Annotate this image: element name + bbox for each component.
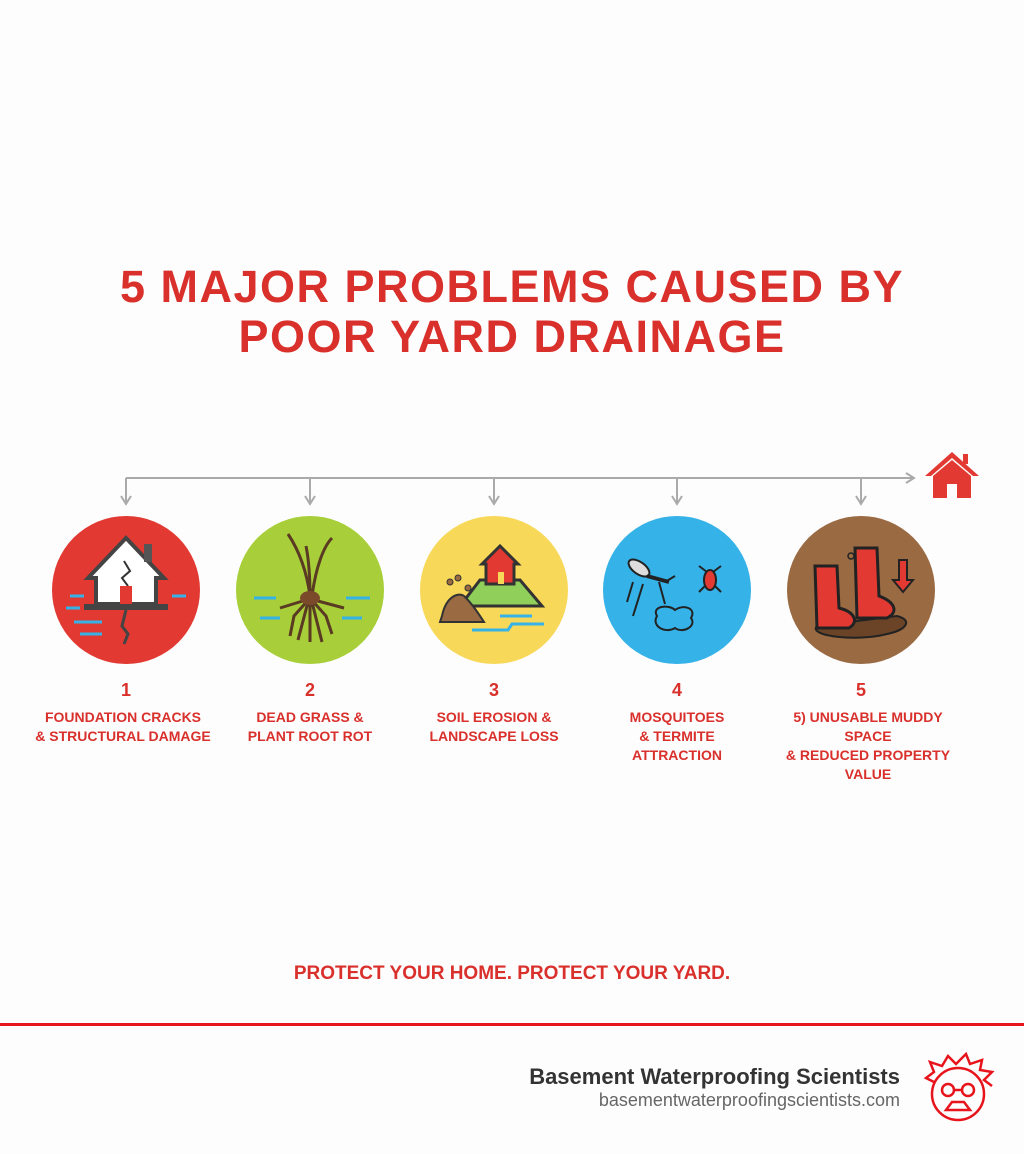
problem-label-line: & TERMITE	[639, 728, 715, 744]
title-line-2: POOR YARD DRAINAGE	[238, 311, 786, 362]
problem-label: DEAD GRASS & PLANT ROOT ROT	[215, 708, 405, 746]
brand-block: Basement Waterproofing Scientists baseme…	[529, 1064, 900, 1111]
problem-label-line: & REDUCED PROPERTY VALUE	[785, 747, 951, 782]
scientist-logo-icon	[923, 1052, 995, 1122]
footer-divider	[0, 1023, 1024, 1026]
arrowhead	[488, 495, 500, 506]
problem-label-line: ATTRACTION	[632, 747, 722, 763]
problem-number: 4	[671, 680, 682, 700]
problem-circle-4	[603, 516, 751, 664]
arrowhead	[671, 495, 683, 506]
problem-label-line: PLANT ROOT ROT	[247, 728, 373, 744]
page-title: 5 MAJOR PROBLEMS CAUSED BY POOR YARD DRA…	[0, 262, 1024, 362]
problem-label: 5) UNUSABLE MUDDY SPACE & REDUCED PROPERT…	[773, 708, 963, 784]
problem-label-line: SOIL EROSION &	[436, 709, 552, 725]
mosquito-termite-icon	[626, 558, 722, 632]
grass-roots-icon	[254, 533, 370, 643]
problem-label-line: & STRUCTURAL DAMAGE	[35, 728, 211, 744]
problem-circle-5	[787, 516, 935, 664]
arrowhead	[855, 495, 867, 506]
problem-label-line: DEAD GRASS &	[256, 709, 364, 725]
problem-circle-3	[420, 516, 568, 664]
soil-erosion-icon	[438, 543, 546, 632]
problem-circle-1	[52, 516, 200, 664]
arrowhead	[304, 495, 316, 506]
problem-label-line: 5) UNUSABLE MUDDY SPACE	[793, 709, 943, 744]
timeline-arrows	[120, 452, 979, 506]
problem-number: 2	[304, 680, 315, 700]
cracked-house-icon	[66, 535, 186, 645]
muddy-boots-icon	[813, 546, 916, 639]
problem-label-line: FOUNDATION CRACKS	[44, 709, 202, 725]
problem-label: SOIL EROSION & LANDSCAPE LOSS	[399, 708, 589, 746]
problem-circle-2	[236, 516, 384, 664]
title-line-1: 5 MAJOR PROBLEMS CAUSED BY	[119, 261, 905, 312]
problem-number: 1	[120, 680, 131, 700]
brand-url[interactable]: basementwaterproofingscientists.com	[598, 1090, 900, 1110]
problem-label-line: LANDSCAPE LOSS	[429, 728, 559, 744]
arrowhead	[120, 495, 132, 506]
tagline: PROTECT YOUR HOME. PROTECT YOUR YARD.	[293, 963, 731, 984]
problem-number: 3	[488, 680, 499, 700]
problem-label: FOUNDATION CRACKS & STRUCTURAL DAMAGE	[28, 708, 218, 746]
problem-label: MOSQUITOES & TERMITE ATTRACTION	[582, 708, 772, 765]
problem-label-line: MOSQUITOES	[629, 709, 725, 725]
brand-name: Basement Waterproofing Scientists	[529, 1064, 900, 1089]
problem-number: 5	[855, 680, 866, 700]
home-icon	[925, 452, 979, 498]
